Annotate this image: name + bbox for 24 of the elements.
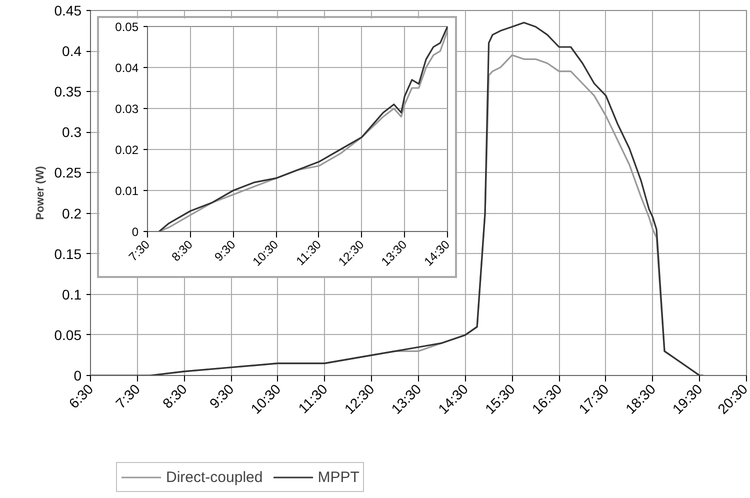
x-tick-label: 8:30 (159, 380, 190, 412)
y-tick-label: 0.05 (54, 326, 82, 343)
y-tick-label: 0.02 (115, 143, 139, 157)
y-tick-label: 0.25 (54, 164, 82, 181)
y-tick-label: 0.2 (62, 205, 82, 222)
y-tick-label: 0 (74, 368, 82, 384)
y-tick-label: 0.1 (62, 286, 82, 302)
y-tick-label: 0.05 (115, 20, 139, 34)
x-tick-label: 9:30 (206, 380, 237, 412)
x-tick-label: 7:30 (112, 380, 144, 412)
y-tick-label: 0.4 (62, 43, 82, 60)
y-tick-label: 0.3 (62, 124, 82, 140)
y-tick-label: 0.15 (54, 246, 82, 262)
legend-label: Direct-coupled (166, 468, 263, 486)
legend-label: MPPT (318, 468, 360, 486)
y-axis-title: Power (W) (34, 166, 46, 220)
y-tick-label: 0.35 (54, 84, 82, 100)
y-tick-label: 0.04 (115, 61, 139, 75)
y-tick-label: 0.03 (115, 102, 139, 116)
y-tick-label: 0 (132, 225, 139, 239)
y-tick-label: 0.01 (115, 184, 139, 198)
y-tick-label: 0.45 (54, 2, 82, 18)
x-tick-label: 6:30 (66, 380, 96, 412)
x-tick-label: 7:30 (126, 237, 153, 264)
